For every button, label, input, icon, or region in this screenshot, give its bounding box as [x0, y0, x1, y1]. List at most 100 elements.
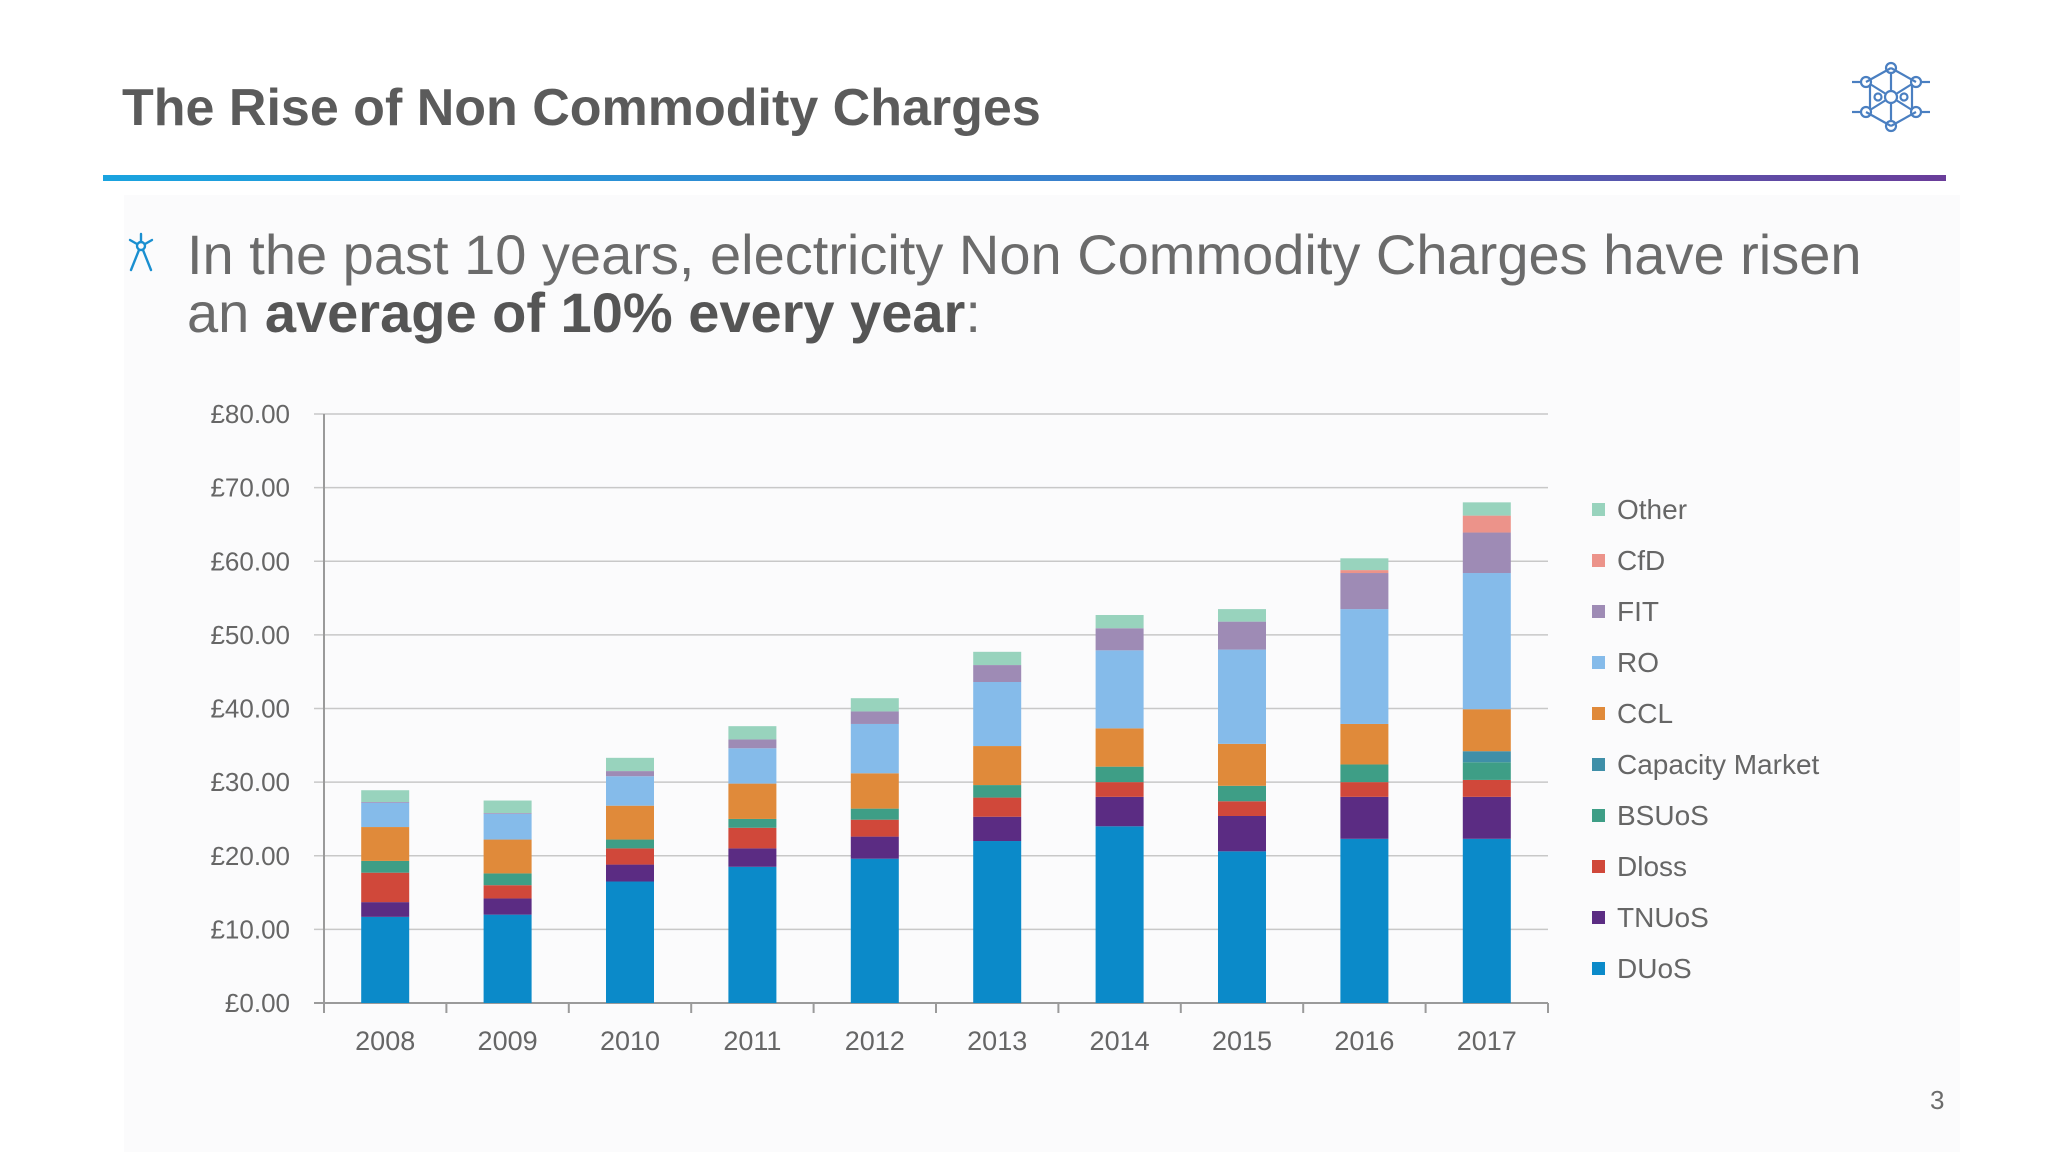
bar-segment-fit — [361, 802, 410, 803]
bar-segment-ccl — [850, 773, 899, 809]
bar-segment-other — [850, 698, 899, 712]
bar-segment-dloss — [483, 885, 532, 899]
x-tick-label: 2013 — [967, 1026, 1027, 1056]
bar-segment-dloss — [850, 819, 899, 837]
bar-segment-duos — [606, 881, 654, 1003]
x-tick-label: 2011 — [723, 1026, 781, 1056]
bar-segment-other — [1218, 609, 1266, 622]
bar-segment-ccl — [728, 783, 777, 819]
bar-segment-fit — [973, 665, 1022, 682]
legend-label: DUoS — [1617, 952, 1692, 984]
bar-segment-ro — [728, 748, 777, 784]
bar-segment-dloss — [1095, 782, 1144, 797]
legend-swatch — [1592, 962, 1605, 975]
bar-segment-ccl — [483, 839, 532, 874]
bar-segment-fit — [606, 771, 654, 777]
bar-segment-duos — [1218, 851, 1266, 1003]
bar-segment-tnuos — [1340, 796, 1389, 839]
bar-segment-duos — [1095, 826, 1144, 1003]
bar-segment-tnuos — [1218, 815, 1266, 852]
content-panel — [124, 195, 1960, 1152]
legend-swatch — [1592, 707, 1605, 720]
bullet-text-part: In the past 10 years, electricity Non Co… — [187, 223, 1862, 344]
bar-segment-dloss — [606, 848, 654, 865]
bar-segment-dloss — [728, 827, 777, 849]
legend-swatch — [1592, 911, 1605, 924]
bar-segment-ro — [973, 681, 1022, 747]
bar-segment-bsuos — [850, 808, 899, 820]
bar-segment-cfd — [1462, 515, 1511, 533]
bar-segment-bsuos — [606, 839, 654, 849]
bar-segment-ro — [1340, 609, 1389, 724]
y-tick-label: £50.00 — [210, 620, 290, 650]
bar-segment-duos — [483, 914, 532, 1003]
legend-swatch — [1592, 809, 1605, 822]
bar-segment-bsuos — [728, 818, 777, 828]
bar-segment-ro — [606, 776, 654, 806]
bar-segment-ccl — [973, 746, 1022, 786]
bar-segment-duos — [973, 841, 1022, 1003]
bar-segment-other — [1095, 614, 1144, 629]
legend-swatch — [1592, 503, 1605, 516]
x-tick-label: 2015 — [1212, 1026, 1272, 1056]
bar-segment-ro — [483, 813, 532, 840]
legend-item: Other — [1592, 484, 1819, 535]
legend-label: Other — [1617, 493, 1688, 525]
bar-segment-other — [973, 651, 1022, 666]
y-tick-label: £70.00 — [210, 473, 290, 503]
bar-segment-ro — [1462, 573, 1511, 710]
legend-swatch — [1592, 605, 1605, 618]
chart-legend: Other CfD FIT RO CCL Capacity Market BSUoS Dlos… — [1592, 484, 1819, 994]
bar-segment-ro — [850, 723, 899, 774]
legend-swatch — [1592, 554, 1605, 567]
legend-swatch — [1592, 758, 1605, 771]
bar-segment-tnuos — [728, 848, 777, 867]
bar-segment-tnuos — [483, 898, 532, 915]
x-tick-label: 2009 — [478, 1026, 538, 1056]
legend-swatch — [1592, 656, 1605, 669]
bar-segment-bsuos — [361, 860, 410, 873]
bar-segment-other — [728, 726, 777, 740]
title-underline — [103, 175, 1946, 181]
bar-segment-duos — [1340, 838, 1389, 1003]
bar-segment-ccl — [1340, 723, 1389, 765]
bar-segment-bsuos — [1340, 764, 1389, 783]
bar-segment-ro — [1218, 649, 1266, 744]
legend-item: CfD — [1592, 535, 1819, 586]
bar-segment-tnuos — [1095, 796, 1144, 827]
bar-segment-bsuos — [973, 785, 1022, 798]
bullet-icon — [128, 232, 154, 272]
bar-segment-capacity-market — [1462, 751, 1511, 763]
y-tick-label: £30.00 — [210, 767, 290, 797]
bar-segment-duos — [1462, 838, 1511, 1003]
bar-segment-dloss — [361, 872, 410, 903]
bar-segment-other — [1462, 502, 1511, 516]
x-tick-label: 2017 — [1457, 1026, 1517, 1056]
bar-segment-ro — [361, 802, 410, 828]
legend-item: FIT — [1592, 586, 1819, 637]
legend-item: DUoS — [1592, 943, 1819, 994]
page-number: 3 — [1930, 1085, 1945, 1115]
bar-segment-fit — [1095, 628, 1144, 651]
y-tick-label: £10.00 — [210, 914, 290, 944]
bar-segment-tnuos — [1462, 796, 1511, 839]
bar-segment-fit — [850, 711, 899, 724]
bar-segment-ccl — [1462, 709, 1511, 752]
bar-segment-fit — [1218, 621, 1266, 650]
y-tick-label: £80.00 — [210, 399, 290, 429]
bullet-text-end: : — [965, 281, 981, 344]
bullet-text: In the past 10 years, electricity Non Co… — [187, 226, 1907, 342]
legend-item: TNUoS — [1592, 892, 1819, 943]
bullet-text-bold: average of 10% every year — [264, 281, 966, 344]
bar-segment-duos — [850, 858, 899, 1003]
bar-segment-bsuos — [483, 873, 532, 886]
bar-segment-other — [606, 757, 654, 772]
stacked-bar-chart: £0.00 £10.00 £20.00 £30.00 £40.00 £50.00 £60.0… — [210, 399, 1549, 1056]
x-tick-label: 2016 — [1334, 1026, 1394, 1056]
legend-item: BSUoS — [1592, 790, 1819, 841]
bar-segment-dloss — [1462, 779, 1511, 797]
bar-segment-cfd — [1340, 570, 1389, 574]
bar-segment-fit — [728, 739, 777, 749]
legend-item: Capacity Market — [1592, 739, 1819, 790]
bar-segment-fit — [1462, 532, 1511, 574]
